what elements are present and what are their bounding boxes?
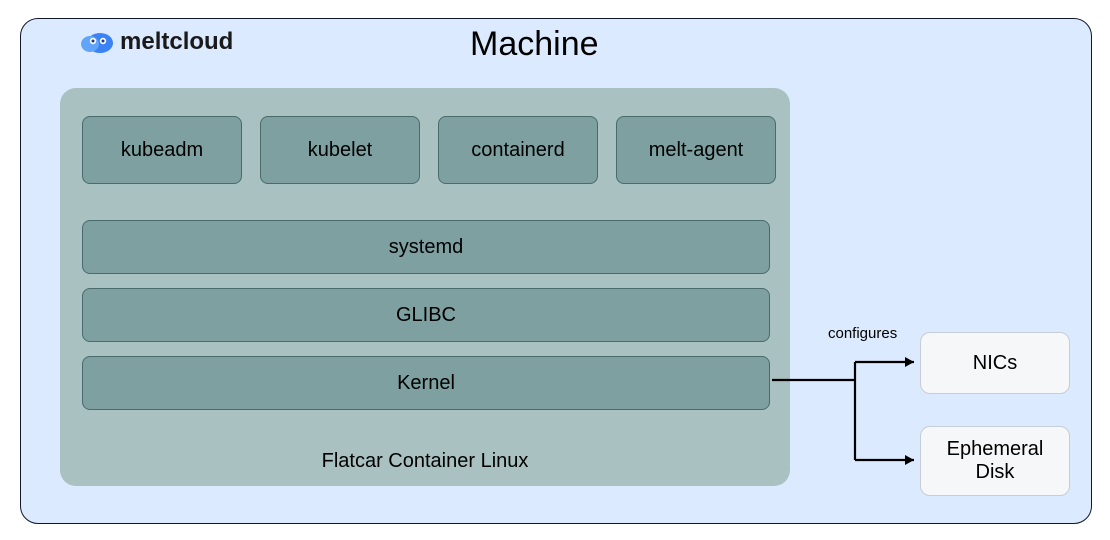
hw-nics: NICs (920, 332, 1070, 394)
hw-nics-label: NICs (973, 352, 1017, 375)
block-glibc: GLIBC (82, 288, 770, 342)
block-containerd: containerd (438, 116, 598, 184)
hw-ephemeral-disk: Ephemeral Disk (920, 426, 1070, 496)
machine-title: Machine (470, 25, 599, 64)
block-systemd-label: systemd (389, 236, 463, 259)
block-melt-agent-label: melt-agent (649, 139, 744, 162)
block-kubeadm: kubeadm (82, 116, 242, 184)
flatcar-title: Flatcar Container Linux (60, 450, 790, 473)
block-kubeadm-label: kubeadm (121, 139, 203, 162)
meltcloud-icon (80, 29, 114, 55)
meltcloud-logo-text: meltcloud (120, 28, 233, 56)
configures-label: configures (828, 325, 897, 342)
diagram-canvas: Machine meltcloud Flatcar Container Linux… (0, 0, 1110, 540)
block-glibc-label: GLIBC (396, 304, 456, 327)
block-kernel-label: Kernel (397, 372, 455, 395)
block-kubelet: kubelet (260, 116, 420, 184)
block-melt-agent: melt-agent (616, 116, 776, 184)
meltcloud-logo: meltcloud (80, 28, 233, 56)
block-kubelet-label: kubelet (308, 139, 373, 162)
hw-ephemeral-disk-label: Ephemeral Disk (947, 438, 1044, 484)
block-containerd-label: containerd (471, 139, 564, 162)
block-systemd: systemd (82, 220, 770, 274)
block-kernel: Kernel (82, 356, 770, 410)
